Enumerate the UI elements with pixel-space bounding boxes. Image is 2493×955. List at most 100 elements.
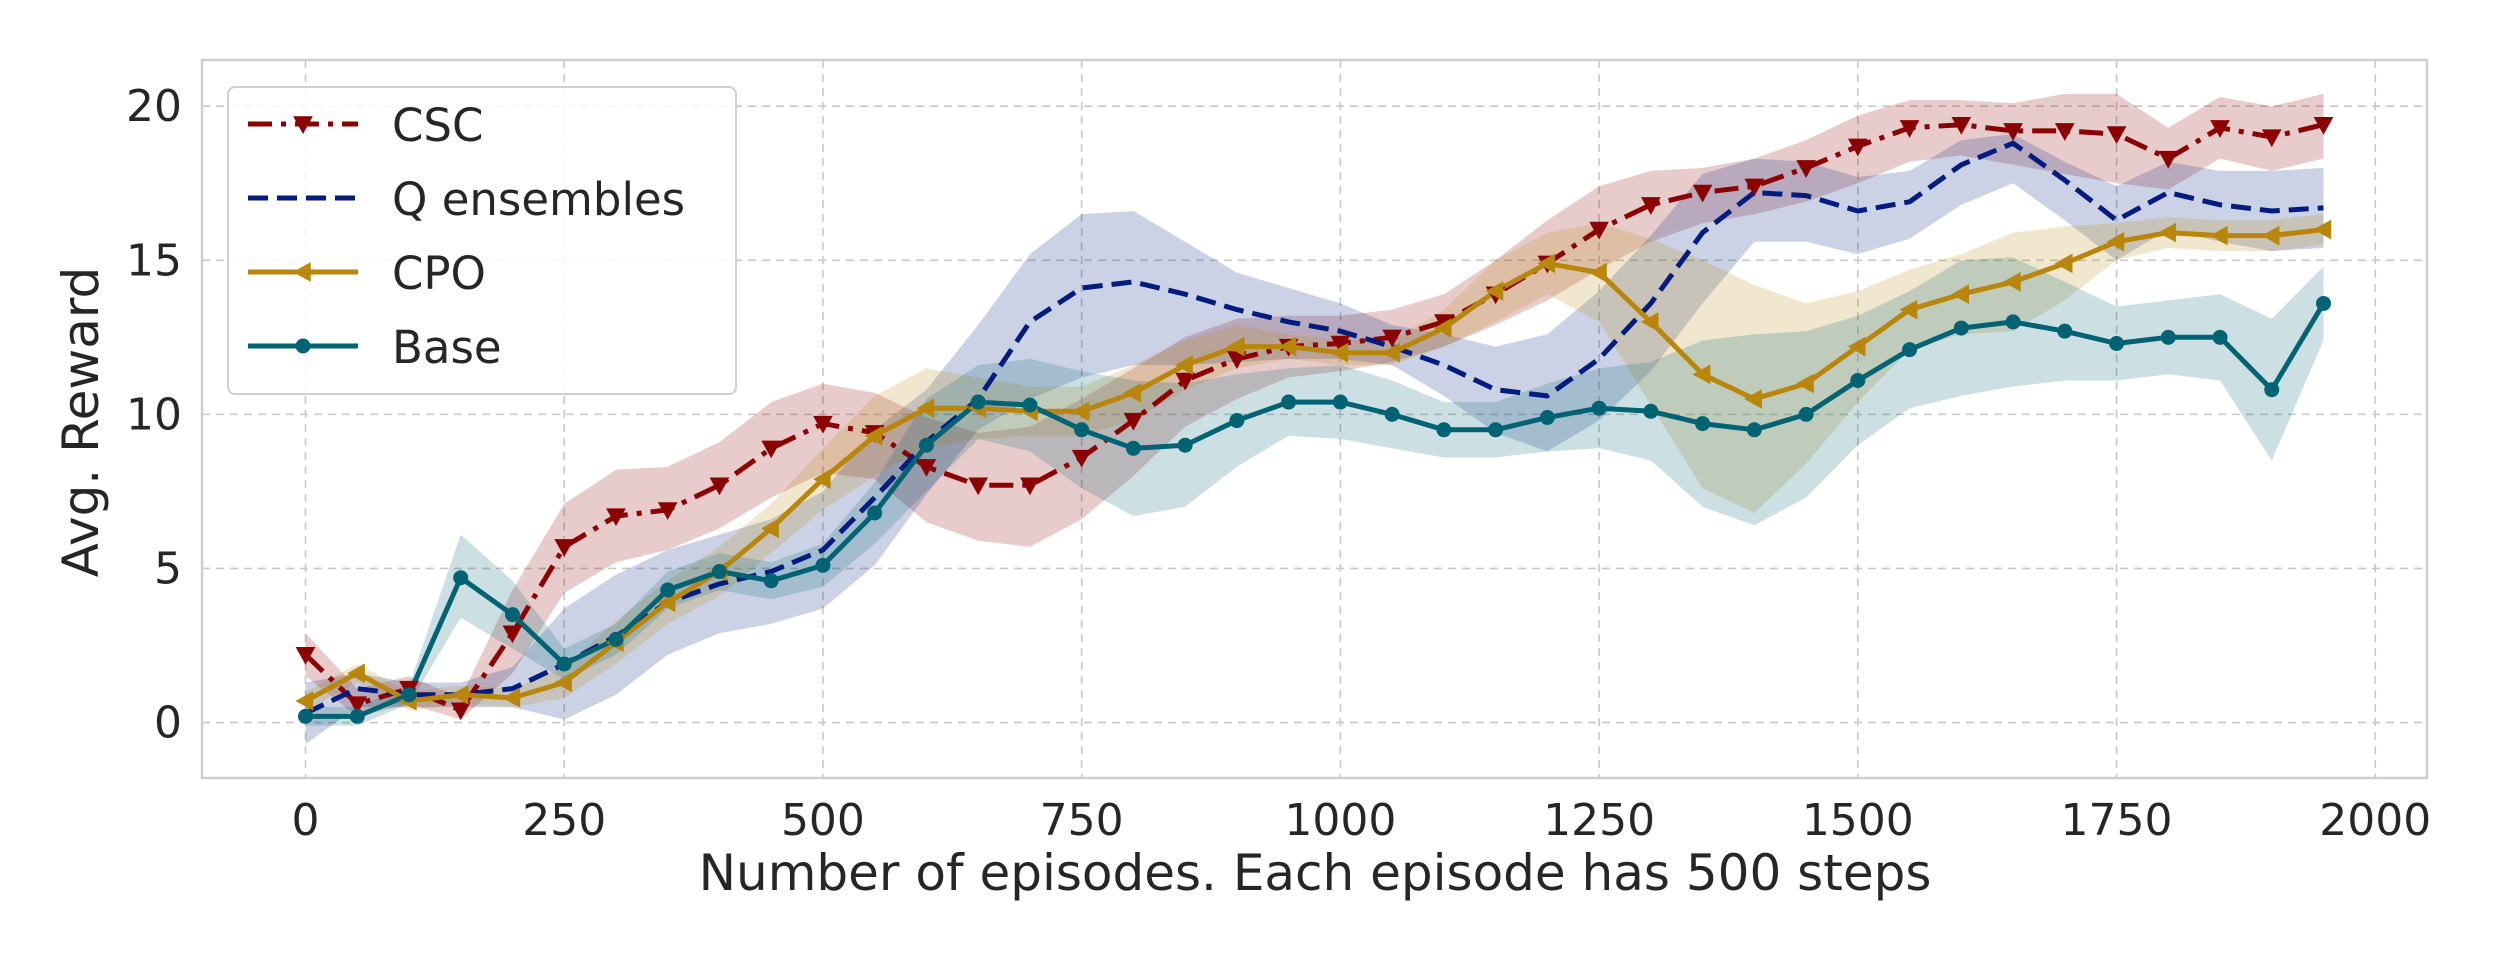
point-base bbox=[1281, 394, 1297, 410]
point-base bbox=[1902, 342, 1918, 358]
point-base bbox=[1643, 403, 1659, 419]
point-cpo bbox=[2054, 253, 2073, 274]
point-base bbox=[2264, 382, 2280, 398]
point-cpo bbox=[1278, 336, 1297, 357]
point-base bbox=[1798, 406, 1814, 422]
legend-box bbox=[227, 86, 737, 395]
point-base bbox=[2160, 329, 2176, 345]
x-tick-label: 1750 bbox=[2061, 795, 2173, 846]
y-tick-label: 5 bbox=[154, 543, 182, 594]
y-tick-label: 15 bbox=[126, 235, 182, 286]
point-base bbox=[1953, 320, 1969, 336]
band-csc bbox=[305, 93, 2324, 720]
x-tick-label: 2000 bbox=[2319, 795, 2431, 846]
legend-marker-base bbox=[295, 338, 311, 354]
point-cpo bbox=[812, 469, 831, 489]
point-base bbox=[2005, 314, 2021, 330]
point-base bbox=[1332, 394, 1348, 410]
point-base bbox=[1125, 440, 1141, 456]
point-cpo bbox=[1589, 262, 1607, 283]
point-csc bbox=[709, 477, 730, 496]
point-csc bbox=[2313, 117, 2334, 135]
point-cpo bbox=[1899, 299, 1918, 320]
point-cpo bbox=[295, 691, 314, 711]
point-base bbox=[453, 570, 469, 586]
point-csc bbox=[968, 477, 989, 496]
point-base bbox=[1074, 422, 1090, 438]
point-base bbox=[1591, 400, 1607, 416]
point-csc bbox=[1071, 449, 1092, 468]
point-base bbox=[1384, 406, 1400, 422]
point-cpo bbox=[761, 518, 779, 539]
point-csc bbox=[1847, 138, 1868, 157]
point-base bbox=[2109, 336, 2125, 352]
point-csc bbox=[1744, 178, 1765, 197]
point-csc bbox=[1589, 221, 1609, 240]
point-csc bbox=[1899, 120, 1920, 138]
point-cpo bbox=[1433, 318, 1452, 338]
point-cpo bbox=[864, 426, 883, 446]
legend-label-cpo: CPO bbox=[392, 247, 486, 300]
x-tick-label: 1250 bbox=[1543, 795, 1655, 846]
y-tick-label: 20 bbox=[126, 81, 182, 132]
point-csc bbox=[295, 647, 316, 665]
plot-frame bbox=[200, 58, 2429, 780]
point-csc bbox=[1123, 412, 1144, 431]
point-base bbox=[1746, 422, 1762, 438]
point-cpo bbox=[1640, 312, 1659, 332]
point-csc bbox=[1020, 477, 1040, 496]
point-csc bbox=[1640, 197, 1661, 215]
legend-samples bbox=[248, 116, 358, 354]
point-cpo bbox=[2106, 231, 2125, 252]
point-base bbox=[2316, 295, 2332, 311]
point-base bbox=[556, 656, 572, 672]
point-base bbox=[1539, 409, 1555, 425]
point-csc bbox=[813, 415, 833, 434]
point-base bbox=[660, 582, 676, 598]
series-markers bbox=[295, 117, 2334, 724]
x-axis-title: Number of episodes. Each episode has 500… bbox=[699, 844, 1932, 902]
point-cpo bbox=[502, 688, 521, 708]
point-base bbox=[608, 631, 624, 647]
point-cpo bbox=[1485, 281, 1504, 301]
tick-labels: 0 250 500 750 1000 1250 1500 1750 2000 0 5 10 15 20 bbox=[126, 81, 2431, 846]
series-lines bbox=[303, 122, 2326, 719]
point-csc bbox=[1692, 184, 1713, 203]
legend-label-q-ensembles: Q ensembles bbox=[392, 173, 685, 226]
point-cpo bbox=[1744, 389, 1763, 409]
point-csc bbox=[1951, 117, 1972, 135]
point-cpo bbox=[1382, 342, 1400, 363]
point-cpo bbox=[2003, 272, 2021, 292]
x-tick-label: 750 bbox=[1040, 795, 1124, 846]
point-csc bbox=[606, 508, 626, 527]
point-cpo bbox=[2209, 225, 2228, 246]
point-base bbox=[1022, 397, 1038, 413]
point-cpo bbox=[1847, 336, 1866, 357]
point-base bbox=[763, 573, 779, 589]
point-base bbox=[867, 505, 883, 521]
point-cpo bbox=[1071, 401, 1090, 422]
point-cpo bbox=[450, 684, 469, 705]
point-base bbox=[2212, 329, 2228, 345]
point-csc bbox=[1382, 329, 1402, 348]
point-base bbox=[349, 708, 365, 724]
x-tick-label: 1500 bbox=[1802, 795, 1914, 846]
point-csc bbox=[502, 625, 523, 644]
band-q-ensembles bbox=[305, 134, 2324, 745]
point-csc bbox=[554, 539, 575, 557]
line-csc bbox=[303, 122, 2325, 713]
legend-marker-cpo bbox=[292, 262, 311, 282]
point-csc bbox=[916, 459, 937, 477]
point-base bbox=[297, 708, 313, 724]
point-base bbox=[1695, 416, 1711, 432]
point-csc bbox=[1796, 160, 1816, 178]
x-tick-label: 0 bbox=[291, 795, 319, 846]
legend-marker-csc bbox=[293, 116, 313, 135]
point-csc bbox=[657, 502, 678, 520]
point-base bbox=[1488, 422, 1504, 438]
point-base bbox=[1850, 372, 1866, 388]
point-base bbox=[970, 394, 986, 410]
point-csc bbox=[2210, 120, 2230, 138]
point-csc bbox=[2054, 123, 2075, 141]
